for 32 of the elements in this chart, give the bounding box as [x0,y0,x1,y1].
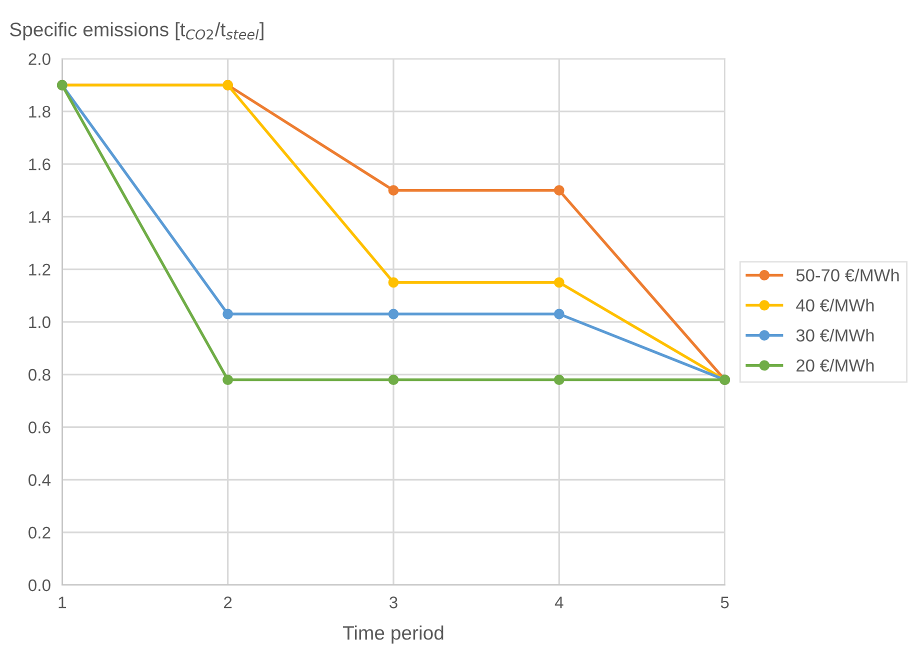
legend-label: 50-70 €/MWh [796,268,899,282]
legend-label: 30 €/MWh [796,328,874,342]
point [388,374,399,385]
y-tick-label: 2.0 [28,53,50,66]
x-tick-label: 2 [224,596,232,608]
y-tick-label: 0.4 [28,474,51,486]
point [388,185,399,196]
x-tick-label: 1 [58,596,66,608]
point [554,374,564,385]
legend-label: 20 €/MWh [796,358,874,372]
point [388,277,399,288]
y-tick-label: 1.8 [29,106,50,118]
x-axis-title: Time period [342,626,444,644]
point [222,374,234,385]
x-tick-label: 5 [720,596,729,608]
y-tick-label: 0.6 [28,422,50,434]
x-tick-label: 3 [389,596,398,608]
point [554,185,564,196]
y-axis-title: Specific emissions [t$_{CO2}$/t$_{steel}$] [10,22,264,40]
y-tick-label: 1.6 [29,158,50,170]
point [554,277,564,288]
y-tick-label: 1.2 [29,264,50,276]
y-tick-label: 0.8 [28,368,50,381]
legend-label: 40 €/MWh [796,298,874,312]
y-tick-label: 0.2 [28,526,50,539]
y-tick-label: 0.0 [28,579,50,592]
y-tick-label: 1.0 [29,316,50,328]
point [388,308,399,320]
y-tick-label: 1.4 [29,211,51,223]
point [554,308,564,320]
point [222,308,234,320]
x-tick-label: 4 [554,596,564,608]
